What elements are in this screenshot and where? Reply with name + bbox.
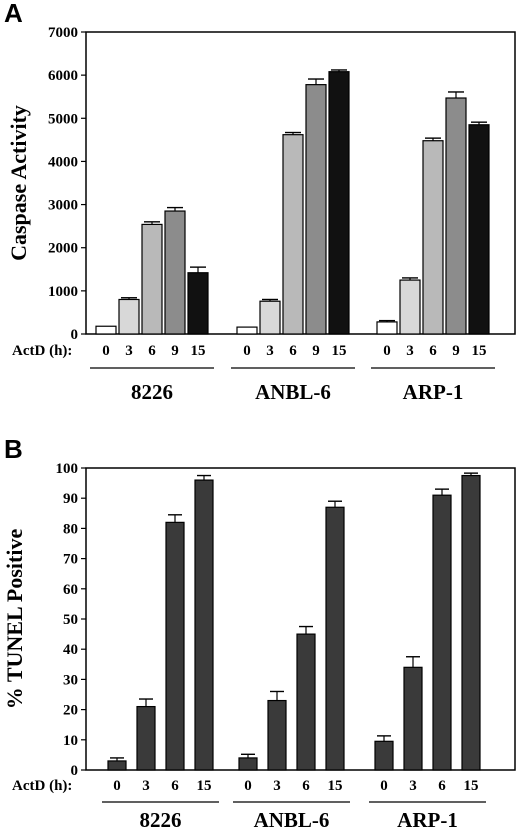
y-axis-label: Caspase Activity [6, 105, 31, 261]
x-tick-label: 6 [438, 778, 446, 794]
y-tick-label: 4000 [48, 154, 78, 170]
panel-label: A [4, 0, 23, 28]
x-tick-label: 6 [302, 778, 310, 794]
x-tick-label: 3 [409, 778, 417, 794]
x-tick-label: 15 [332, 343, 347, 359]
bar [194, 479, 214, 771]
panel-label: B [4, 434, 23, 464]
y-tick-label: 50 [63, 612, 78, 628]
group-label: ANBL-6 [254, 808, 330, 832]
y-tick-label: 3000 [48, 198, 78, 214]
y-tick-label: 70 [63, 552, 78, 568]
bar [468, 124, 490, 335]
bar [376, 321, 398, 335]
bar [136, 705, 156, 771]
x-tick-label: 6 [289, 343, 297, 359]
x-tick-label: 3 [125, 343, 133, 359]
group-label: ARP-1 [403, 380, 464, 404]
y-tick-label: 60 [63, 582, 78, 598]
group-label: 8226 [131, 380, 173, 404]
y-tick-label: 5000 [48, 111, 78, 127]
y-tick-label: 10 [63, 733, 78, 749]
y-axis-label: % TUNEL Positive [2, 529, 27, 710]
x-tick-label: 0 [380, 778, 388, 794]
x-axis-label: ActD (h): [12, 343, 72, 359]
bar [238, 757, 258, 771]
bar [259, 300, 281, 335]
bar [107, 760, 127, 771]
bar [236, 326, 258, 335]
x-tick-label: 15 [328, 778, 343, 794]
x-tick-label: 6 [171, 778, 179, 794]
x-tick-label: 3 [406, 343, 414, 359]
x-tick-label: 0 [243, 343, 251, 359]
bar [296, 633, 316, 771]
group-label: ARP-1 [397, 808, 458, 832]
bar [267, 699, 287, 771]
x-tick-label: 3 [142, 778, 150, 794]
bar [141, 223, 163, 335]
x-axis-label: ActD (h): [12, 778, 72, 794]
y-tick-label: 6000 [48, 68, 78, 84]
bar [403, 666, 423, 771]
x-tick-label: 3 [266, 343, 274, 359]
group-label: ANBL-6 [255, 380, 331, 404]
x-tick-label: 9 [452, 343, 460, 359]
bar [164, 210, 186, 335]
y-tick-label: 20 [63, 703, 78, 719]
y-tick-label: 30 [63, 672, 78, 688]
bar [187, 272, 209, 335]
bar [445, 97, 467, 335]
group-label: 8226 [140, 808, 182, 832]
x-tick-label: 6 [429, 343, 437, 359]
bar [282, 134, 304, 335]
x-tick-label: 3 [273, 778, 281, 794]
x-tick-label: 0 [113, 778, 121, 794]
y-tick-label: 0 [71, 327, 79, 343]
x-tick-label: 9 [312, 343, 320, 359]
x-tick-label: 0 [102, 343, 110, 359]
bar [328, 71, 350, 335]
bar [399, 279, 421, 335]
bar [165, 521, 185, 771]
x-tick-label: 0 [383, 343, 391, 359]
x-tick-label: 9 [171, 343, 179, 359]
bar [305, 84, 327, 335]
y-tick-label: 40 [63, 642, 78, 658]
y-tick-label: 1000 [48, 284, 78, 300]
y-tick-label: 7000 [48, 25, 78, 41]
x-tick-label: 15 [472, 343, 487, 359]
bar [118, 298, 140, 335]
y-tick-label: 100 [56, 461, 79, 477]
bar [461, 474, 481, 771]
bar [374, 740, 394, 771]
x-tick-label: 15 [191, 343, 206, 359]
bar [432, 494, 452, 771]
bar [325, 506, 345, 771]
bar [95, 325, 117, 335]
y-tick-label: 90 [63, 491, 78, 507]
x-tick-label: 15 [464, 778, 479, 794]
bar [422, 140, 444, 335]
x-tick-label: 6 [148, 343, 156, 359]
x-tick-label: 15 [197, 778, 212, 794]
y-tick-label: 2000 [48, 241, 78, 257]
y-tick-label: 0 [71, 763, 79, 779]
y-tick-label: 80 [63, 521, 78, 537]
x-tick-label: 0 [244, 778, 252, 794]
